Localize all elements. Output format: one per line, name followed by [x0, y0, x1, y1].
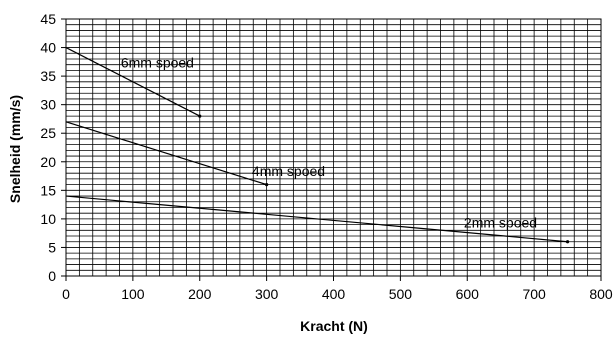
- series-annotation: 2mm spoed: [464, 214, 537, 230]
- y-tick-label: 10: [40, 211, 56, 227]
- tick-labels: 0 100 200 300 400 500 600 700 800 0 5 10 15 20 25 30 35 4…: [40, 11, 612, 302]
- series-line: [65, 195, 568, 243]
- series-line: [65, 47, 201, 117]
- series-end-marker: [265, 183, 269, 187]
- y-tick-label: 25: [40, 125, 56, 141]
- y-tick-label: 30: [40, 97, 56, 113]
- x-tick-label: 0: [62, 286, 70, 302]
- x-tick-label: 100: [121, 286, 145, 302]
- y-tick-label: 45: [40, 11, 56, 27]
- x-tick-label: 200: [188, 286, 212, 302]
- series-end-marker: [565, 240, 570, 244]
- grid: [65, 18, 602, 277]
- y-tick-label: 20: [40, 154, 56, 170]
- series-annotation: 4mm spoed: [252, 163, 325, 179]
- x-tick-label: 600: [456, 286, 480, 302]
- x-axis-title: Kracht (N): [300, 318, 368, 334]
- series-line: [65, 121, 267, 186]
- x-tick-label: 300: [255, 286, 279, 302]
- x-tick-label: 700: [522, 286, 546, 302]
- series-end-marker: [198, 114, 202, 118]
- y-tick-label: 5: [48, 239, 56, 255]
- series-annotation: 6mm spoed: [121, 55, 194, 71]
- y-tick-label: 0: [48, 268, 56, 284]
- y-tick-label: 35: [40, 68, 56, 84]
- y-tick-label: 40: [40, 40, 56, 56]
- y-tick-label: 15: [40, 182, 56, 198]
- x-tick-label: 500: [389, 286, 413, 302]
- x-tick-label: 400: [322, 286, 346, 302]
- y-axis-title: Snelheid (mm/s): [7, 95, 23, 203]
- series-group: [65, 47, 570, 244]
- annotations: 6mm spoed 4mm spoed 2mm spoed: [121, 55, 537, 231]
- x-tick-label: 800: [589, 286, 613, 302]
